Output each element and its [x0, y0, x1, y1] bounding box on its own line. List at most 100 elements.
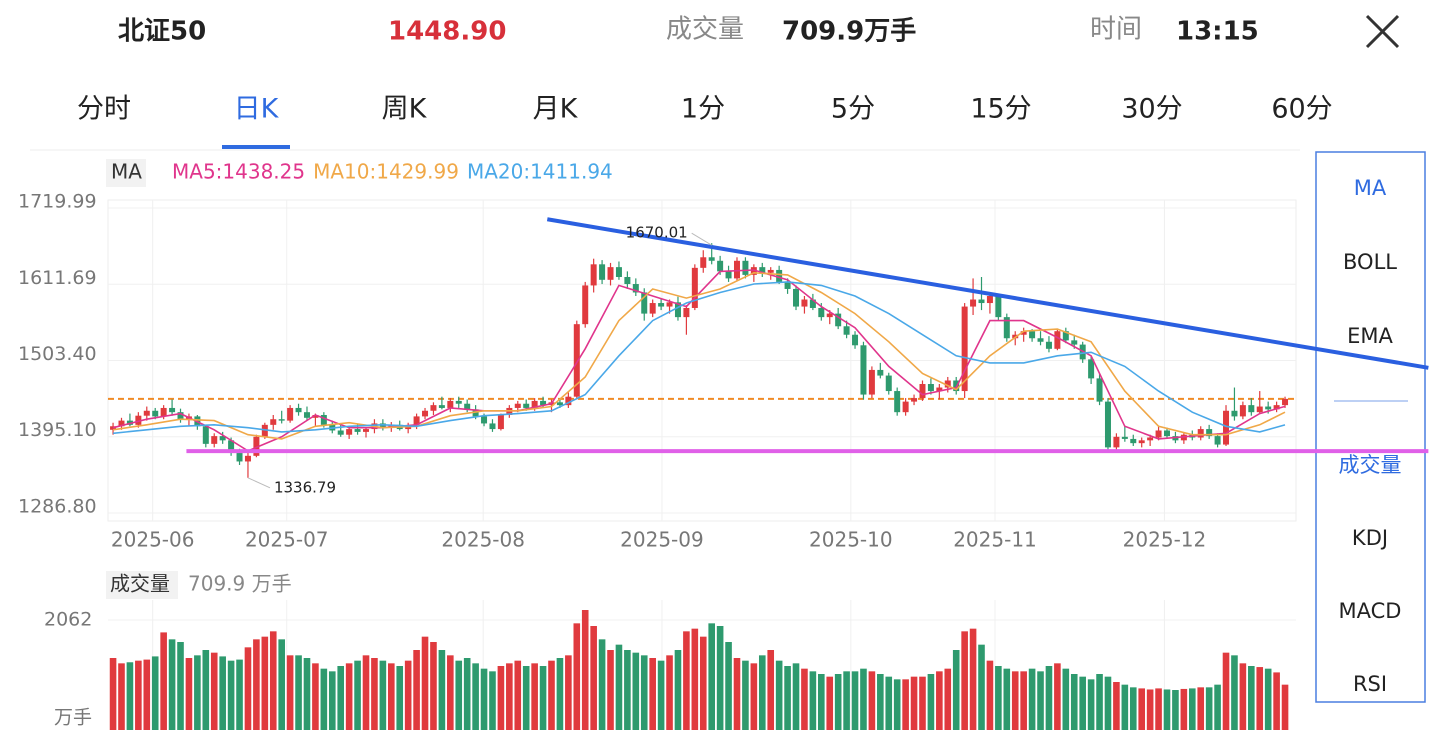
volume-bar	[396, 666, 404, 730]
candle-body	[1147, 437, 1154, 441]
volume-bar	[640, 655, 648, 730]
candle-body	[540, 400, 547, 406]
candle-body	[1239, 405, 1246, 417]
menu-item[interactable]: EMA	[1347, 324, 1393, 348]
volume-bar	[801, 668, 808, 730]
volume-bar	[775, 660, 783, 730]
candle-body	[599, 264, 606, 280]
volume-bar	[818, 674, 825, 730]
candle-body	[1155, 430, 1162, 438]
volume-bar	[522, 666, 530, 730]
volume-bar	[632, 652, 640, 730]
volume-bar	[135, 660, 142, 730]
candle-body	[455, 400, 462, 404]
candle-body	[852, 334, 859, 346]
x-tick-label: 2025-07	[245, 528, 329, 552]
volume-bar	[236, 659, 243, 730]
volume-bar	[480, 668, 488, 730]
candle-body	[658, 303, 665, 307]
volume-bar	[1129, 687, 1137, 730]
candle-body	[413, 416, 420, 427]
tab[interactable]: 周K	[382, 94, 428, 125]
volume-bar	[1011, 671, 1019, 730]
candle-body	[1248, 405, 1255, 413]
volume-bar	[506, 663, 513, 730]
candle-body	[717, 260, 724, 272]
volume-bar	[295, 655, 302, 730]
volume-value: 709.9万手	[782, 17, 916, 47]
volume-bar	[969, 628, 977, 730]
volume-bar	[387, 663, 395, 730]
menu-item[interactable]: BOLL	[1343, 250, 1397, 274]
candle-body	[632, 284, 639, 293]
candle-body	[1138, 440, 1145, 444]
candle-body	[565, 396, 572, 406]
menu-item[interactable]: MACD	[1339, 599, 1402, 623]
volume-bar	[1180, 688, 1188, 730]
volume-bar	[927, 674, 935, 730]
candle-body	[152, 410, 159, 417]
candle-body	[1265, 406, 1272, 410]
candle-body	[1054, 331, 1061, 349]
candle-body	[615, 267, 622, 277]
candle-body	[641, 292, 648, 314]
candle-body	[877, 369, 884, 376]
candle-body	[202, 426, 209, 444]
candle-body	[944, 380, 951, 388]
volume-bar	[548, 660, 555, 730]
candle-body	[261, 424, 268, 437]
volume-bar	[303, 658, 311, 730]
menu-item[interactable]: RSI	[1353, 672, 1387, 696]
candle-body	[725, 271, 732, 279]
tab[interactable]: 日K	[234, 94, 280, 125]
volume-bar	[758, 655, 766, 730]
volume-bar	[143, 659, 151, 730]
candle-body	[624, 276, 631, 285]
close-button[interactable]	[1365, 14, 1400, 49]
volume-bar	[1231, 655, 1238, 730]
candle-body	[514, 403, 521, 408]
tab[interactable]: 分时	[77, 94, 131, 125]
volume-bar	[447, 655, 454, 730]
candle-body	[1197, 429, 1204, 438]
candle-body	[919, 384, 926, 399]
menu-item[interactable]: KDJ	[1352, 526, 1388, 550]
candle-body	[733, 260, 740, 279]
volume-bar	[708, 623, 715, 730]
volume-bar	[278, 639, 285, 730]
candle-body	[219, 436, 226, 441]
candle-body	[1104, 401, 1111, 448]
volume-bar	[244, 647, 252, 730]
candle-body	[894, 391, 901, 413]
tab[interactable]: 月K	[533, 94, 579, 125]
tab[interactable]: 5分	[831, 94, 875, 125]
volume-bar	[995, 666, 1002, 730]
volume-bar	[944, 668, 952, 730]
volume-bar	[328, 671, 336, 730]
volume-bar	[1264, 668, 1272, 730]
x-tick-label: 2025-08	[441, 528, 525, 552]
tab[interactable]: 15分	[970, 94, 1031, 125]
volume-bar	[1079, 676, 1086, 730]
candle-body	[1214, 436, 1221, 445]
tab[interactable]: 30分	[1121, 94, 1182, 125]
volume-bar	[877, 674, 884, 730]
volume-bar	[961, 631, 968, 730]
volume-bar	[455, 660, 463, 730]
volume-bar	[421, 636, 429, 730]
tab[interactable]: 60分	[1271, 94, 1332, 125]
candle-body	[835, 313, 842, 327]
tab[interactable]: 1分	[681, 94, 725, 125]
volume-bar	[497, 666, 505, 730]
volume-bar	[843, 671, 850, 730]
volume-bar	[868, 671, 876, 730]
menu-item[interactable]: 成交量	[1339, 453, 1402, 477]
volume-bar	[1197, 687, 1205, 730]
volume-bar	[1163, 689, 1171, 730]
volume-bar	[936, 671, 943, 730]
time-label: 时间	[1090, 15, 1142, 45]
candle-body	[809, 299, 816, 308]
menu-item[interactable]: MA	[1354, 176, 1387, 200]
ma-line	[113, 281, 1286, 435]
volume-bar	[565, 655, 572, 730]
